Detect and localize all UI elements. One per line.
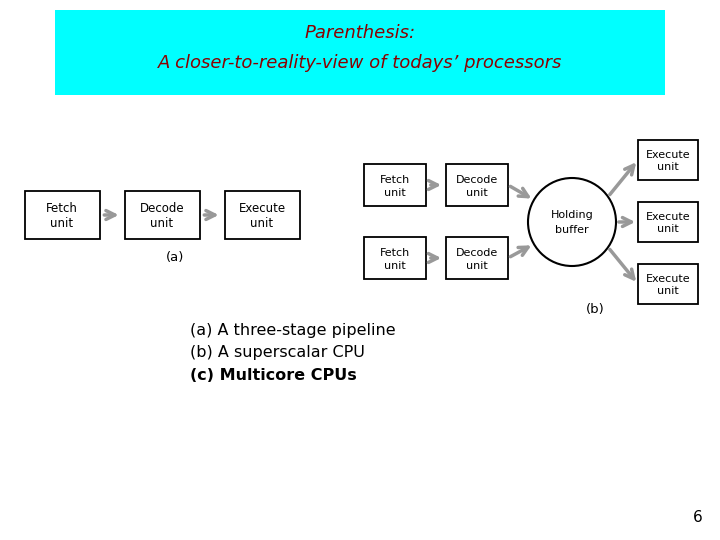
Bar [638, 264, 698, 304]
Text: unit: unit [657, 286, 679, 296]
Text: unit: unit [150, 217, 174, 230]
Text: Fetch: Fetch [380, 247, 410, 258]
Text: Execute: Execute [646, 150, 690, 160]
Text: Fetch: Fetch [380, 174, 410, 185]
Bar [225, 191, 300, 239]
Text: unit: unit [466, 187, 488, 198]
Text: Execute: Execute [238, 202, 286, 215]
Text: unit: unit [657, 162, 679, 172]
Text: Execute: Execute [646, 212, 690, 222]
Bar [125, 191, 199, 239]
Text: unit: unit [384, 187, 406, 198]
Text: unit: unit [466, 261, 488, 271]
Text: Decode: Decode [140, 202, 184, 215]
Text: (b): (b) [585, 303, 604, 316]
Text: Execute: Execute [646, 274, 690, 284]
Text: unit: unit [657, 224, 679, 234]
Text: (c) Multicore CPUs: (c) Multicore CPUs [190, 368, 356, 383]
Bar [446, 237, 508, 279]
Text: buffer: buffer [555, 225, 589, 235]
Bar [55, 10, 665, 95]
Bar [638, 202, 698, 242]
Text: A closer-to-reality-view of todays’ processors: A closer-to-reality-view of todays’ proc… [158, 54, 562, 72]
Text: Decode: Decode [456, 174, 498, 185]
Text: 6: 6 [693, 510, 703, 525]
Text: (a): (a) [166, 251, 184, 264]
Bar [638, 140, 698, 180]
Bar [24, 191, 99, 239]
Text: Fetch: Fetch [46, 202, 78, 215]
Text: (a) A three-stage pipeline: (a) A three-stage pipeline [190, 322, 395, 338]
Text: unit: unit [384, 261, 406, 271]
Bar [364, 237, 426, 279]
Text: unit: unit [251, 217, 274, 230]
Bar [446, 164, 508, 206]
Text: Holding: Holding [551, 210, 593, 220]
Text: Decode: Decode [456, 247, 498, 258]
Bar [364, 164, 426, 206]
Text: (b) A superscalar CPU: (b) A superscalar CPU [190, 346, 365, 361]
Text: unit: unit [50, 217, 73, 230]
Text: Parenthesis:: Parenthesis: [305, 24, 415, 42]
